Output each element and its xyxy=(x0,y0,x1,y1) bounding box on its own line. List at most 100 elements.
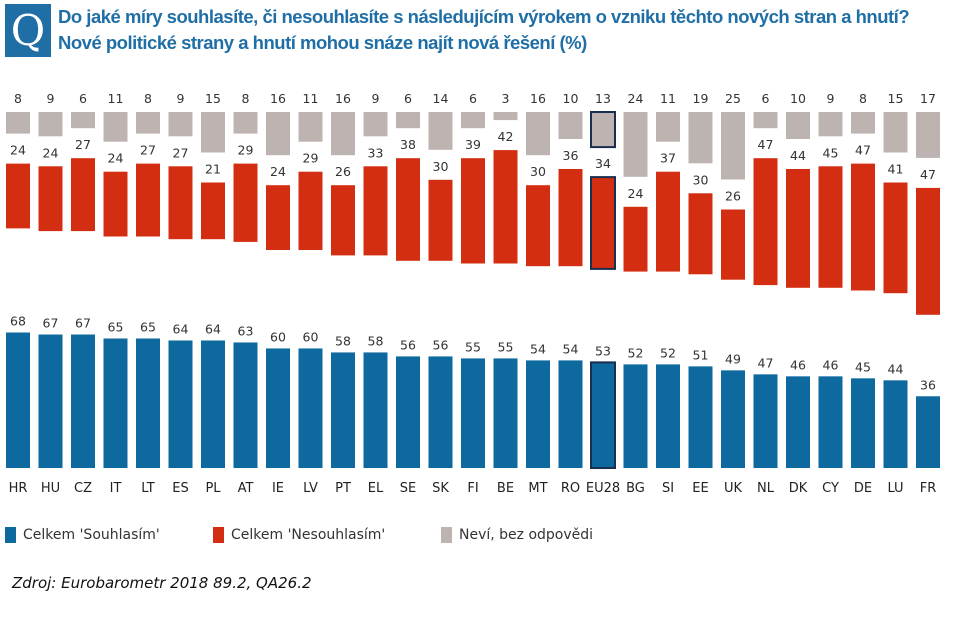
bar-agree-pl xyxy=(201,340,225,468)
label-disagree-fi: 39 xyxy=(465,137,481,152)
bar-dontknow-it xyxy=(103,112,128,142)
bar-disagree-mt xyxy=(526,185,550,267)
label-agree-uk: 49 xyxy=(725,351,741,366)
bar-agree-hr xyxy=(6,332,30,468)
bar-disagree-eu28 xyxy=(590,176,616,270)
bar-dontknow-cz xyxy=(71,112,95,129)
category-label-pt: PT xyxy=(335,481,351,496)
label-disagree-el: 33 xyxy=(368,145,384,160)
category-label-lt: LT xyxy=(141,481,154,496)
bar-disagree-fi xyxy=(461,158,485,264)
label-disagree-be: 42 xyxy=(498,129,514,144)
label-dontknow-hu: 9 xyxy=(47,91,55,106)
bar-agree-lu xyxy=(883,380,908,468)
label-disagree-eu28: 34 xyxy=(595,156,611,171)
label-dontknow-pt: 16 xyxy=(335,91,351,106)
category-label-it: IT xyxy=(110,481,122,496)
bar-dontknow-eu28 xyxy=(590,111,616,149)
category-label-dk: DK xyxy=(789,481,808,496)
label-agree-se: 56 xyxy=(400,337,416,352)
bar-dontknow-ro xyxy=(558,112,583,139)
bar-agree-fi xyxy=(461,358,485,468)
category-label-de: DE xyxy=(854,481,872,496)
label-agree-be: 55 xyxy=(498,339,514,354)
label-dontknow-be: 3 xyxy=(502,91,510,106)
legend-label-disagree: Celkem 'Nesouhlasím' xyxy=(231,527,386,543)
label-agree-mt: 54 xyxy=(530,341,546,356)
label-dontknow-lt: 8 xyxy=(144,91,152,106)
label-disagree-cz: 27 xyxy=(75,137,91,152)
bar-agree-cy xyxy=(818,376,843,468)
label-disagree-hr: 24 xyxy=(10,143,26,158)
bar-disagree-it xyxy=(103,171,128,237)
bar-dontknow-fr xyxy=(916,112,940,158)
label-disagree-pt: 26 xyxy=(335,164,351,179)
category-label-fr: FR xyxy=(920,481,937,496)
label-agree-fi: 55 xyxy=(465,339,481,354)
legend-label-dontknow: Neví, bez odpovědi xyxy=(459,527,594,543)
category-label-uk: UK xyxy=(724,481,743,496)
bar-agree-pt xyxy=(331,352,355,468)
bar-disagree-ro xyxy=(558,169,583,267)
category-label-sk: SK xyxy=(432,481,449,496)
label-dontknow-eu28: 13 xyxy=(595,91,611,106)
label-disagree-si: 37 xyxy=(660,151,676,166)
bar-agree-de xyxy=(851,378,875,468)
label-disagree-lu: 41 xyxy=(888,162,904,177)
category-label-ie: IE xyxy=(272,481,284,496)
bar-dontknow-cy xyxy=(818,112,843,137)
category-label-si: SI xyxy=(662,481,674,496)
label-agree-ee: 51 xyxy=(693,347,709,362)
bar-dontknow-at xyxy=(233,112,258,134)
bar-disagree-be xyxy=(493,150,518,264)
label-disagree-fr: 47 xyxy=(920,167,936,182)
legend-label-agree: Celkem 'Souhlasím' xyxy=(23,527,160,543)
label-dontknow-se: 6 xyxy=(404,91,412,106)
bar-dontknow-be xyxy=(493,112,518,121)
bar-disagree-pt xyxy=(331,185,355,256)
bar-dontknow-si xyxy=(656,112,680,142)
label-disagree-es: 27 xyxy=(173,145,189,160)
label-disagree-lv: 29 xyxy=(303,151,319,166)
label-agree-pl: 64 xyxy=(205,321,221,336)
bar-agree-it xyxy=(103,338,128,468)
bar-agree-es xyxy=(168,340,193,468)
chart-title: Do jaké míry souhlasíte, či nesouhlasíte… xyxy=(58,6,910,53)
label-dontknow-dk: 10 xyxy=(790,91,806,106)
label-dontknow-fr: 17 xyxy=(920,91,936,106)
label-agree-lu: 44 xyxy=(888,361,904,376)
bar-dontknow-bg xyxy=(623,112,648,177)
label-dontknow-at: 8 xyxy=(242,91,250,106)
bar-agree-bg xyxy=(623,364,648,468)
bar-agree-dk xyxy=(786,376,810,468)
label-agree-cy: 46 xyxy=(823,357,839,372)
category-label-nl: NL xyxy=(757,481,775,496)
category-label-hr: HR xyxy=(9,481,28,496)
label-dontknow-pl: 15 xyxy=(205,91,221,106)
bar-dontknow-se xyxy=(396,112,420,129)
bar-disagree-es xyxy=(168,166,193,240)
bar-agree-lv xyxy=(298,348,323,468)
label-dontknow-bg: 24 xyxy=(628,91,644,106)
bar-agree-ie xyxy=(266,348,290,468)
category-label-lu: LU xyxy=(887,481,903,496)
label-agree-dk: 46 xyxy=(790,357,806,372)
bar-agree-el xyxy=(363,352,388,468)
bar-disagree-lv xyxy=(298,171,323,250)
label-dontknow-hr: 8 xyxy=(14,91,22,106)
label-disagree-hu: 24 xyxy=(43,145,59,160)
bar-disagree-hu xyxy=(38,166,63,232)
bar-disagree-lt xyxy=(136,163,160,237)
bar-dontknow-hu xyxy=(38,112,63,137)
bar-disagree-ee xyxy=(688,193,713,275)
bar-agree-uk xyxy=(721,370,745,468)
label-disagree-nl: 47 xyxy=(758,137,774,152)
category-label-pl: PL xyxy=(205,481,221,496)
label-disagree-sk: 30 xyxy=(433,159,449,174)
label-dontknow-es: 9 xyxy=(177,91,185,106)
legend-swatch-agree xyxy=(5,527,16,543)
bar-disagree-cy xyxy=(818,166,843,288)
label-dontknow-lv: 11 xyxy=(303,91,319,106)
legend: Celkem 'Souhlasím' Celkem 'Nesouhlasím' … xyxy=(5,524,805,548)
bar-disagree-sk xyxy=(428,179,453,261)
